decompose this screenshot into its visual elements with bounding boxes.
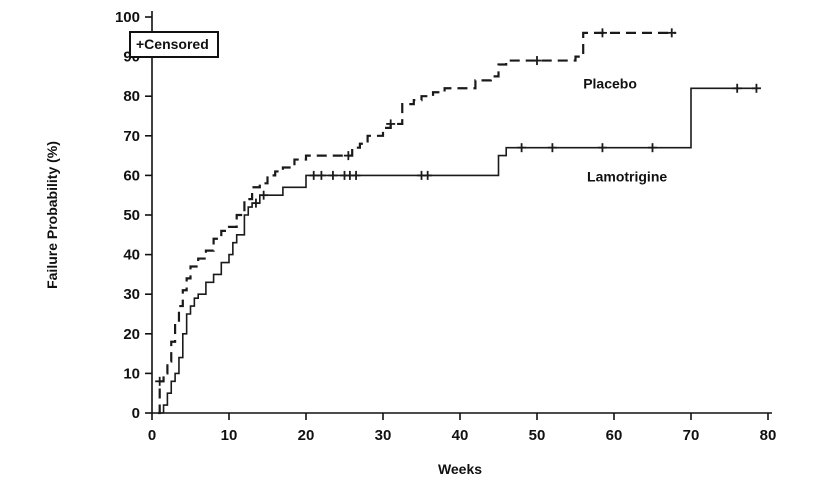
x-tick-label: 80 — [760, 427, 777, 444]
y-tick-label: 50 — [123, 207, 140, 224]
y-tick-label: 70 — [123, 128, 140, 145]
censored-legend-label: +Censored — [136, 36, 209, 52]
censored-legend: +Censored — [129, 31, 219, 59]
series-label: Lamotrigine — [587, 168, 667, 184]
y-tick-label: 30 — [123, 286, 140, 303]
y-tick-label: 80 — [123, 88, 140, 105]
x-tick-label: 30 — [375, 427, 392, 444]
y-tick-label: 10 — [123, 365, 140, 382]
x-axis-title: Weeks — [438, 461, 482, 477]
y-tick-label: 60 — [123, 167, 140, 184]
series-curve — [158, 31, 676, 415]
x-tick-label: 10 — [221, 427, 238, 444]
x-tick-label: 40 — [452, 427, 469, 444]
y-tick-label: 40 — [123, 247, 140, 264]
x-tick-label: 70 — [683, 427, 700, 444]
y-tick-label: 20 — [123, 326, 140, 343]
x-tick-label: 50 — [529, 427, 546, 444]
y-tick-label: 100 — [115, 9, 140, 26]
y-tick-label: 0 — [132, 405, 140, 422]
y-axis-title: Failure Probability (%) — [44, 141, 60, 289]
x-tick-label: 20 — [298, 427, 315, 444]
plot-content: 010203040506070800102030405060708090100P… — [115, 9, 776, 444]
x-tick-label: 0 — [148, 427, 156, 444]
x-tick-label: 60 — [606, 427, 623, 444]
series-curve — [159, 87, 757, 414]
series-label: Placebo — [583, 75, 637, 91]
